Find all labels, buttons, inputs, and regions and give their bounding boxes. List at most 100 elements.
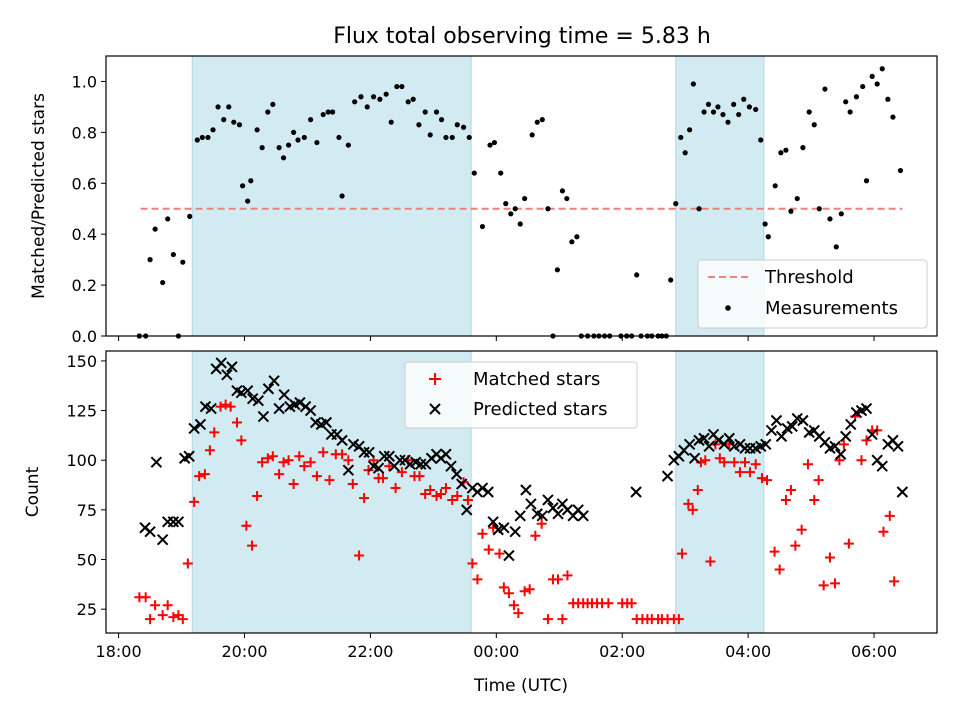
predicted-star-point xyxy=(786,420,798,433)
predicted-star-point xyxy=(834,448,847,460)
matched-star-point xyxy=(889,576,900,587)
matched-star-point xyxy=(199,469,210,480)
x-tick-label: 18:00 xyxy=(96,642,142,661)
predicted-star-point xyxy=(683,438,696,451)
measurement-point xyxy=(320,111,326,118)
measurement-point xyxy=(352,99,358,105)
measurement-point xyxy=(325,109,331,115)
matched-star-point xyxy=(756,473,767,484)
matched-star-point xyxy=(769,546,780,557)
matched-star-point xyxy=(305,457,316,468)
matched-star-point xyxy=(603,598,614,609)
predicted-star-point xyxy=(520,484,532,496)
measurement-point xyxy=(399,83,405,90)
measurement-point xyxy=(295,137,301,143)
matched-star-point xyxy=(157,610,168,621)
measurement-point xyxy=(280,155,287,161)
predicted-star-point xyxy=(378,450,390,462)
measurement-point xyxy=(860,83,866,90)
predicted-star-point xyxy=(226,361,238,373)
predicted-star-point xyxy=(797,414,809,427)
matched-star-point xyxy=(231,417,242,428)
measurement-point xyxy=(187,213,193,219)
x-tick-label: 20:00 xyxy=(221,642,267,661)
predicted-star-point xyxy=(450,468,463,480)
matched-star-point xyxy=(774,564,785,575)
measurement-point xyxy=(762,221,768,227)
matched-star-point xyxy=(472,574,483,585)
count-y-tick-label: 100 xyxy=(66,451,97,470)
measurement-point xyxy=(491,139,498,146)
x-tick-label: 06:00 xyxy=(851,642,897,661)
predicted-star-point xyxy=(445,460,457,472)
measurement-point xyxy=(534,119,540,125)
predicted-star-point xyxy=(829,440,841,453)
measurement-point xyxy=(276,145,282,151)
measurement-point xyxy=(682,150,688,156)
measurement-point xyxy=(210,127,216,133)
measurement-point xyxy=(890,114,896,120)
matched-star-point xyxy=(692,485,703,496)
matched-star-point xyxy=(729,457,740,468)
predicted-star-point xyxy=(188,422,200,435)
measurement-point xyxy=(245,198,251,204)
count-y-tick-label: 125 xyxy=(66,402,97,421)
matched-star-point xyxy=(140,592,151,603)
matched-star-point xyxy=(225,401,236,412)
measurement-point xyxy=(758,137,764,143)
predicted-star-point xyxy=(440,448,452,460)
measurement-point xyxy=(433,109,440,115)
measurement-point xyxy=(725,119,731,125)
measurement-point xyxy=(822,86,828,92)
matched-star-point xyxy=(762,475,773,486)
matched-star-point xyxy=(318,447,329,458)
matched-star-point xyxy=(347,479,358,490)
measurement-point xyxy=(574,234,580,240)
measurements-legend-label: Measurements xyxy=(765,298,898,319)
predicted-star-point xyxy=(698,432,710,445)
matched-star-point xyxy=(354,550,365,561)
predicted-star-point xyxy=(892,440,904,453)
matched-star-point xyxy=(861,435,872,446)
measurement-point xyxy=(259,145,265,151)
matched-star-point xyxy=(337,449,348,460)
matched-star-point xyxy=(483,544,494,555)
measurement-point xyxy=(569,239,575,245)
ratio-panel: 0.0 0.2 0.4 0.6 0.8 1.0 Matched/Predicted sta… xyxy=(29,55,938,346)
matched-star-point xyxy=(182,558,193,569)
measurement-point xyxy=(833,244,839,250)
predicted-star-point xyxy=(273,402,285,415)
matched-star-point xyxy=(687,504,698,515)
measurement-point xyxy=(339,193,345,199)
matched-star-point xyxy=(262,453,273,464)
matched-star-point xyxy=(299,461,310,472)
measurement-point xyxy=(427,132,433,138)
measurement-point xyxy=(236,122,243,128)
matched-star-point xyxy=(311,471,322,482)
measurement-point xyxy=(314,139,320,146)
ratio-observing-window xyxy=(191,55,472,337)
matched-star-point xyxy=(145,614,156,625)
predicted-star-point xyxy=(183,450,195,462)
matched-star-point xyxy=(824,552,835,563)
matched-star-point xyxy=(673,614,684,625)
matched-star-point xyxy=(283,455,294,466)
matched-star-point xyxy=(447,494,458,505)
matched-star-point xyxy=(562,570,573,581)
predicted-legend-label: Predicted stars xyxy=(473,399,607,420)
measurement-point xyxy=(522,195,528,202)
count-panel: 25 50 75 100 125 150 18:00 20:00 22:00 00:00 02:0… xyxy=(23,351,938,696)
predicted-star-point xyxy=(739,442,751,455)
matched-star-point xyxy=(425,485,436,496)
predicted-star-point xyxy=(840,430,852,443)
matched-star-point xyxy=(209,427,220,438)
measurement-point xyxy=(449,134,455,141)
ratio-y-tick-label: 1.0 xyxy=(72,72,97,91)
predicted-star-point xyxy=(509,526,521,538)
matched-star-point xyxy=(530,530,541,541)
measurement-point xyxy=(788,208,794,214)
measurement-point xyxy=(460,124,467,130)
x-tick-label: 02:00 xyxy=(599,642,645,661)
matched-legend-marker xyxy=(429,373,441,385)
measurement-point xyxy=(479,223,486,230)
